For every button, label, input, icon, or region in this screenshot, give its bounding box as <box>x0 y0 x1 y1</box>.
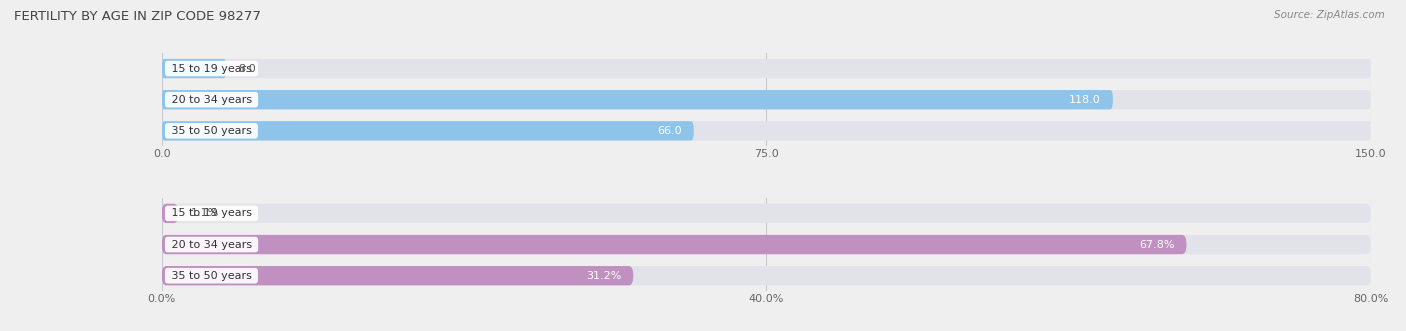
Text: 66.0: 66.0 <box>657 126 682 136</box>
Text: 31.2%: 31.2% <box>586 271 621 281</box>
Text: 20 to 34 years: 20 to 34 years <box>167 95 256 105</box>
Text: 1.1%: 1.1% <box>190 209 219 218</box>
FancyBboxPatch shape <box>162 90 1371 109</box>
Text: FERTILITY BY AGE IN ZIP CODE 98277: FERTILITY BY AGE IN ZIP CODE 98277 <box>14 10 262 23</box>
FancyBboxPatch shape <box>162 204 179 223</box>
Text: 8.0: 8.0 <box>238 64 256 73</box>
Text: 15 to 19 years: 15 to 19 years <box>167 64 256 73</box>
FancyBboxPatch shape <box>162 235 1371 254</box>
FancyBboxPatch shape <box>162 266 1371 285</box>
FancyBboxPatch shape <box>162 204 1371 223</box>
Text: 15 to 19 years: 15 to 19 years <box>167 209 256 218</box>
FancyBboxPatch shape <box>162 235 1187 254</box>
FancyBboxPatch shape <box>162 121 1371 140</box>
Text: 35 to 50 years: 35 to 50 years <box>167 271 254 281</box>
FancyBboxPatch shape <box>162 59 226 78</box>
Text: 118.0: 118.0 <box>1069 95 1101 105</box>
FancyBboxPatch shape <box>162 59 1371 78</box>
FancyBboxPatch shape <box>162 266 633 285</box>
Text: 35 to 50 years: 35 to 50 years <box>167 126 254 136</box>
Text: Source: ZipAtlas.com: Source: ZipAtlas.com <box>1274 10 1385 20</box>
FancyBboxPatch shape <box>162 121 693 140</box>
FancyBboxPatch shape <box>162 90 1114 109</box>
Text: 20 to 34 years: 20 to 34 years <box>167 240 256 250</box>
Text: 67.8%: 67.8% <box>1139 240 1174 250</box>
